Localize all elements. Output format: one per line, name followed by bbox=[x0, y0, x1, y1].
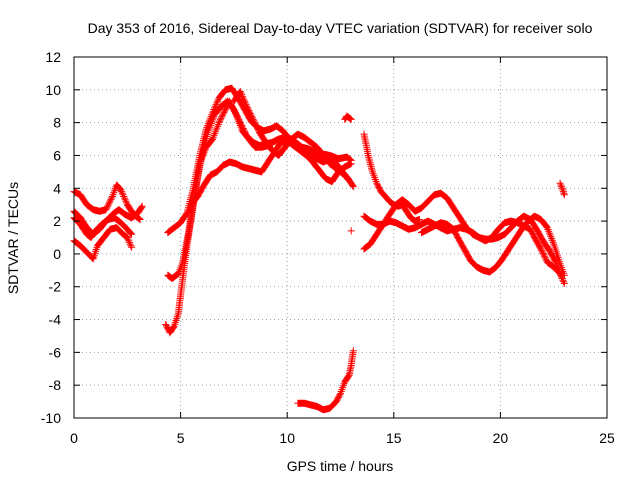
series-arc-h bbox=[187, 137, 355, 209]
y-tick-label: -6 bbox=[49, 344, 62, 360]
chart-title: Day 353 of 2016, Sidereal Day-to-day VTE… bbox=[88, 20, 593, 36]
grid-layer bbox=[74, 57, 607, 418]
y-tick-label: 10 bbox=[45, 82, 61, 98]
point-marker bbox=[360, 189, 566, 282]
y-tick-label: 12 bbox=[45, 49, 61, 65]
x-tick-label: 5 bbox=[177, 430, 185, 446]
y-tick-label: -2 bbox=[49, 279, 62, 295]
y-tick-label: -4 bbox=[49, 312, 62, 328]
data-points bbox=[70, 84, 568, 414]
series-arc-p bbox=[418, 212, 568, 279]
y-tick-label: -10 bbox=[41, 410, 61, 426]
series-arc-l bbox=[347, 227, 355, 235]
axis-layer: 0 5 10 15 20 25 -10 -8 -6 -4 -2 0 2 4 6 8 10 12 bbox=[41, 49, 615, 446]
point-marker bbox=[341, 112, 355, 123]
y-tick-label: 6 bbox=[53, 147, 61, 163]
y-tick-label: -8 bbox=[49, 377, 62, 393]
series-arc-o bbox=[360, 189, 566, 282]
y-tick-label: 8 bbox=[53, 115, 61, 131]
point-marker bbox=[230, 88, 353, 184]
point-marker bbox=[556, 179, 568, 199]
y-tick-label: 0 bbox=[53, 246, 61, 262]
x-tick-label: 20 bbox=[493, 430, 509, 446]
x-tick-label: 25 bbox=[599, 430, 615, 446]
plot-frame bbox=[73, 56, 608, 419]
y-tick-label: 2 bbox=[53, 213, 61, 229]
series-arc-q bbox=[556, 179, 568, 199]
point-marker bbox=[164, 84, 355, 237]
series-arc-g bbox=[164, 84, 355, 237]
point-marker bbox=[347, 227, 355, 235]
point-marker bbox=[360, 130, 423, 225]
x-tick-label: 10 bbox=[279, 430, 295, 446]
point-marker bbox=[187, 137, 355, 209]
x-tick-label: 0 bbox=[70, 430, 78, 446]
series-arc-j bbox=[341, 112, 355, 123]
y-axis-label: SDTVAR / TECUs bbox=[5, 182, 21, 294]
point-marker bbox=[418, 212, 568, 279]
series-arc-i bbox=[230, 88, 353, 184]
y-tick-label: 4 bbox=[53, 180, 61, 196]
series-arc-m bbox=[360, 130, 423, 225]
point-marker bbox=[294, 347, 357, 414]
x-tick-label: 15 bbox=[386, 430, 402, 446]
x-axis-label: GPS time / hours bbox=[287, 458, 394, 474]
series-arc-k bbox=[294, 347, 357, 414]
